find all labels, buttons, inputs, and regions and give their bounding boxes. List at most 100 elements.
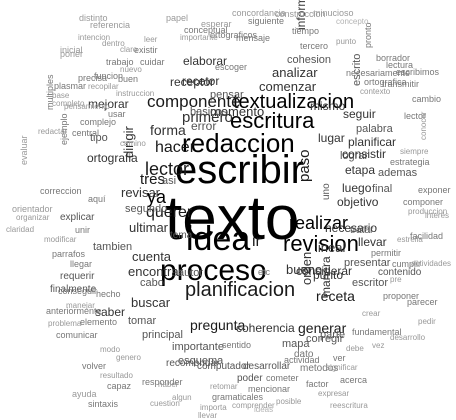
word-147: componer — [403, 197, 444, 207]
word-150: actividades — [411, 259, 452, 268]
word-53: tipo — [90, 132, 108, 144]
word-149: facilidad — [410, 231, 444, 241]
word-84: requerir — [60, 271, 95, 282]
word-111: ver — [333, 353, 346, 363]
word-144: estrategia — [390, 157, 430, 167]
word-82: cambio — [412, 94, 442, 104]
word-48: necesario — [325, 221, 378, 235]
word-85: finalmente — [50, 284, 97, 295]
word-205: cuestion — [150, 399, 180, 408]
word-196: crear — [362, 309, 381, 318]
word-2: escribir — [175, 148, 304, 192]
word-9: textualizacion — [233, 91, 355, 113]
word-100: recomendar — [166, 358, 220, 369]
word-74: esquema — [178, 355, 224, 367]
word-20: ir — [252, 233, 261, 250]
word-67: consistir — [342, 147, 387, 161]
word-130: parrafos — [52, 249, 86, 259]
word-49: llevar — [358, 235, 387, 249]
word-94: minucioso — [313, 8, 354, 18]
word-95: distinto — [79, 13, 108, 23]
word-3: idea — [186, 220, 251, 258]
word-17: tres — [140, 171, 166, 188]
word-151: interés — [425, 211, 450, 220]
word-168: borrador — [376, 53, 411, 63]
word-72: pensar — [210, 89, 244, 101]
word-59: mismo — [310, 99, 346, 113]
word-132: evaluar — [19, 135, 29, 165]
word-107: tema — [170, 230, 193, 241]
word-109: etc — [258, 267, 271, 277]
word-23: cuenta — [132, 249, 172, 264]
word-186: algun — [172, 393, 192, 402]
word-171: ortografica — [364, 77, 407, 87]
word-210: modo — [100, 345, 121, 354]
word-126: gramaticales — [212, 392, 264, 402]
word-69: corregir — [306, 333, 344, 345]
word-182: pensamiento — [64, 102, 110, 111]
word-43: lugar — [318, 131, 345, 145]
word-185: factor — [306, 379, 329, 389]
word-181: buen — [118, 74, 139, 84]
word-52: mejorar — [88, 97, 129, 111]
word-41: comenzar — [259, 79, 317, 94]
word-16: forma — [150, 122, 186, 138]
word-174: siempre — [400, 147, 429, 156]
word-11: lector — [145, 159, 190, 179]
word-180: completo — [52, 99, 85, 108]
word-34: segundo — [125, 203, 168, 215]
word-28: punto — [313, 268, 344, 282]
word-142: elemento — [80, 317, 118, 327]
word-13: primero — [182, 109, 233, 126]
word-35: encontrar — [128, 264, 183, 279]
word-136: central — [72, 128, 100, 138]
word-165: sintaxis — [88, 399, 119, 409]
word-32: considerar — [296, 264, 353, 278]
word-184: redactar — [38, 127, 68, 136]
word-167: necesariamente — [346, 68, 411, 78]
word-179: plasmar — [54, 81, 87, 91]
word-192: vez — [372, 341, 385, 350]
word-70: parte — [320, 329, 346, 341]
word-104: tratar — [350, 225, 374, 236]
word-37: manera — [319, 256, 333, 297]
word-31: coherencia — [236, 321, 295, 335]
word-203: intencion — [78, 33, 111, 42]
word-123: ayuda — [72, 389, 97, 399]
word-183: funcion — [94, 71, 124, 81]
word-128: importa — [200, 403, 227, 412]
word-5: redaccion — [182, 128, 295, 158]
word-159: manejar — [66, 301, 95, 310]
word-204: concepto — [336, 17, 369, 26]
word-113: proponer — [383, 291, 420, 301]
word-176: base — [52, 91, 70, 100]
word-1: texto — [165, 184, 300, 253]
word-92: concordancia — [232, 8, 286, 18]
word-12: realizar — [289, 213, 349, 233]
word-195: resultado — [100, 371, 133, 380]
word-78: metodos — [300, 363, 339, 374]
word-83: explicar — [60, 212, 95, 223]
word-98: ortograficos — [210, 30, 258, 40]
word-110: cabo — [140, 277, 164, 289]
word-201: leer — [144, 35, 158, 44]
word-99: tercero — [300, 41, 329, 51]
word-47: objetivo — [337, 195, 379, 209]
word-44: seguir — [343, 107, 376, 121]
word-102: cuidar — [140, 57, 165, 67]
word-79: computador — [197, 361, 250, 372]
word-155: claridad — [6, 225, 35, 234]
word-42: analizar — [272, 65, 318, 80]
word-68: ademas — [378, 167, 418, 179]
word-172: contexto — [360, 87, 391, 96]
word-207: genero — [116, 353, 141, 362]
word-116: contenido — [378, 267, 422, 278]
word-29: generar — [298, 320, 347, 336]
word-162: pedir — [418, 317, 436, 326]
word-202: importante — [180, 33, 218, 42]
word-209: ideas — [254, 405, 274, 414]
word-154: organizar — [16, 213, 50, 222]
word-148: estrella — [397, 235, 423, 244]
word-131: correccion — [40, 186, 82, 196]
word-143: lector — [404, 111, 427, 121]
